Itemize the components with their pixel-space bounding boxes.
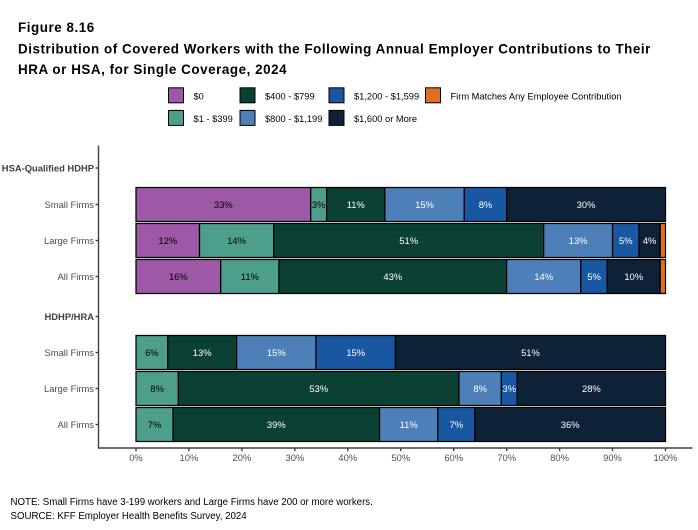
svg-text:SOURCE: KFF Employer Health Be: SOURCE: KFF Employer Health Benefits Sur…: [11, 511, 248, 522]
svg-text:HRA or HSA, for Single Coverag: HRA or HSA, for Single Coverage, 2024: [18, 62, 287, 77]
svg-text:$1,600 or More: $1,600 or More: [354, 114, 417, 124]
svg-text:100%: 100%: [654, 452, 678, 463]
svg-text:39%: 39%: [267, 419, 286, 430]
svg-text:Large Firms: Large Firms: [44, 383, 94, 394]
svg-text:HDHP/HRA: HDHP/HRA: [45, 311, 95, 322]
svg-text:60%: 60%: [444, 452, 463, 463]
svg-text:12%: 12%: [158, 235, 177, 246]
svg-text:5%: 5%: [619, 235, 633, 246]
svg-text:HSA-Qualified HDHP: HSA-Qualified HDHP: [2, 162, 94, 173]
svg-text:$400 - $799: $400 - $799: [265, 91, 315, 101]
svg-text:13%: 13%: [193, 347, 212, 358]
svg-text:51%: 51%: [521, 347, 540, 358]
svg-text:5%: 5%: [587, 271, 601, 282]
svg-text:6%: 6%: [145, 347, 159, 358]
svg-text:4%: 4%: [643, 235, 657, 246]
svg-text:11%: 11%: [347, 199, 365, 210]
svg-text:20%: 20%: [233, 452, 252, 463]
svg-text:14%: 14%: [534, 271, 553, 282]
svg-text:0%: 0%: [129, 452, 143, 463]
svg-text:$1,200 - $1,599: $1,200 - $1,599: [354, 91, 419, 101]
svg-text:8%: 8%: [473, 383, 487, 394]
svg-text:$800 - $1,199: $800 - $1,199: [265, 114, 322, 124]
svg-text:40%: 40%: [338, 452, 357, 463]
svg-text:3%: 3%: [503, 383, 517, 394]
svg-text:13%: 13%: [569, 235, 588, 246]
svg-text:15%: 15%: [415, 199, 434, 210]
svg-text:7%: 7%: [148, 419, 162, 430]
svg-text:Small Firms: Small Firms: [45, 347, 95, 358]
svg-text:51%: 51%: [399, 235, 418, 246]
svg-text:11%: 11%: [400, 419, 418, 430]
svg-text:30%: 30%: [286, 452, 305, 463]
svg-text:50%: 50%: [391, 452, 410, 463]
svg-text:Large Firms: Large Firms: [44, 235, 94, 246]
svg-text:8%: 8%: [150, 383, 164, 394]
svg-text:28%: 28%: [582, 383, 601, 394]
svg-text:Firm Matches Any Employee Cont: Firm Matches Any Employee Contribution: [451, 91, 622, 101]
svg-text:8%: 8%: [479, 199, 493, 210]
svg-text:53%: 53%: [309, 383, 328, 394]
svg-text:Figure 8.16: Figure 8.16: [18, 20, 95, 35]
svg-text:All Firms: All Firms: [58, 419, 95, 430]
svg-text:11%: 11%: [241, 271, 259, 282]
svg-text:14%: 14%: [227, 235, 246, 246]
svg-text:$1 - $399: $1 - $399: [194, 114, 233, 124]
svg-text:80%: 80%: [550, 452, 569, 463]
svg-text:16%: 16%: [169, 271, 188, 282]
svg-text:All Firms: All Firms: [58, 271, 95, 282]
svg-text:NOTE: Small Firms have 3-199 w: NOTE: Small Firms have 3-199 workers and…: [11, 497, 373, 508]
svg-text:43%: 43%: [383, 271, 402, 282]
svg-text:7%: 7%: [450, 419, 464, 430]
svg-text:70%: 70%: [497, 452, 516, 463]
svg-text:15%: 15%: [346, 347, 365, 358]
svg-text:Small Firms: Small Firms: [45, 199, 95, 210]
svg-text:3%: 3%: [312, 199, 326, 210]
svg-text:30%: 30%: [577, 199, 596, 210]
svg-text:33%: 33%: [214, 199, 233, 210]
svg-text:36%: 36%: [561, 419, 580, 430]
svg-text:Distribution of Covered Worker: Distribution of Covered Workers with the…: [18, 42, 651, 57]
svg-text:10%: 10%: [624, 271, 643, 282]
svg-text:$0: $0: [194, 91, 204, 101]
svg-text:15%: 15%: [267, 347, 286, 358]
svg-text:10%: 10%: [180, 452, 199, 463]
svg-text:90%: 90%: [603, 452, 622, 463]
